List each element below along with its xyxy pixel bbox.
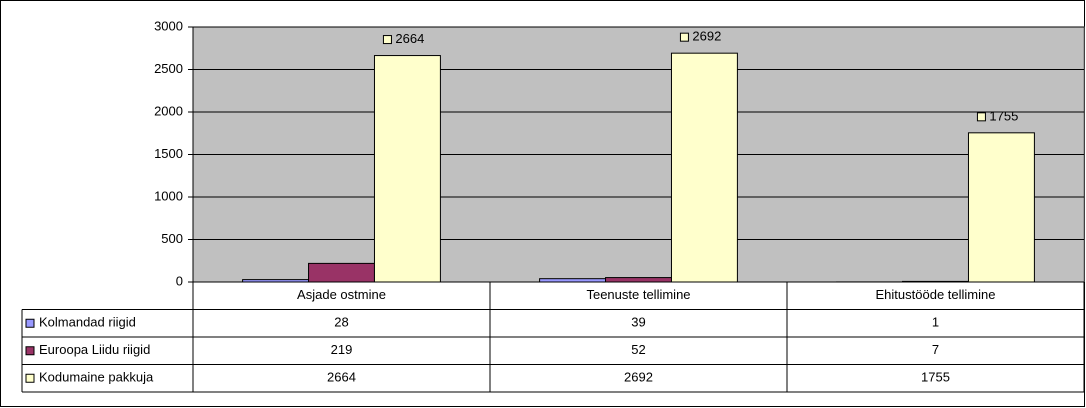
x-tick-label: Asjade ostmine bbox=[297, 287, 386, 302]
bar bbox=[605, 277, 672, 283]
y-tick-label: 1500 bbox=[154, 146, 183, 161]
data-label: 1755 bbox=[989, 108, 1018, 123]
label-key bbox=[976, 112, 986, 122]
data-label: 2664 bbox=[395, 31, 424, 46]
legend-key bbox=[25, 373, 35, 383]
legend-label: Kolmandad riigid bbox=[39, 315, 136, 330]
table-value: 219 bbox=[331, 342, 353, 357]
label-key bbox=[382, 35, 392, 45]
table-value: 2692 bbox=[624, 370, 653, 385]
table-value: 52 bbox=[631, 342, 645, 357]
y-tick-label: 3000 bbox=[154, 18, 183, 33]
y-tick-label: 2500 bbox=[154, 61, 183, 76]
table-value: 2664 bbox=[327, 370, 356, 385]
table-value: 28 bbox=[334, 315, 348, 330]
data-label: 2692 bbox=[692, 29, 721, 44]
legend-label: Euroopa Liidu riigid bbox=[39, 342, 150, 357]
legend-key bbox=[25, 346, 35, 356]
x-tick-label: Ehitustööde tellimine bbox=[876, 287, 996, 302]
bar bbox=[373, 55, 441, 283]
legend-key bbox=[25, 318, 35, 328]
table-value: 1 bbox=[932, 315, 939, 330]
table-value: 1755 bbox=[921, 370, 950, 385]
legend-label: Kodumaine pakkuja bbox=[39, 370, 154, 385]
label-key bbox=[679, 32, 689, 42]
y-tick-label: 1000 bbox=[154, 188, 183, 203]
table-value: 39 bbox=[631, 315, 645, 330]
x-tick-label: Teenuste tellimine bbox=[586, 287, 690, 302]
bar bbox=[308, 262, 375, 283]
y-tick-label: 500 bbox=[161, 231, 183, 246]
y-tick-label: 2000 bbox=[154, 103, 183, 118]
bar bbox=[967, 132, 1035, 283]
y-tick-label: 0 bbox=[176, 273, 183, 288]
bar bbox=[670, 52, 738, 283]
table-value: 7 bbox=[932, 342, 939, 357]
